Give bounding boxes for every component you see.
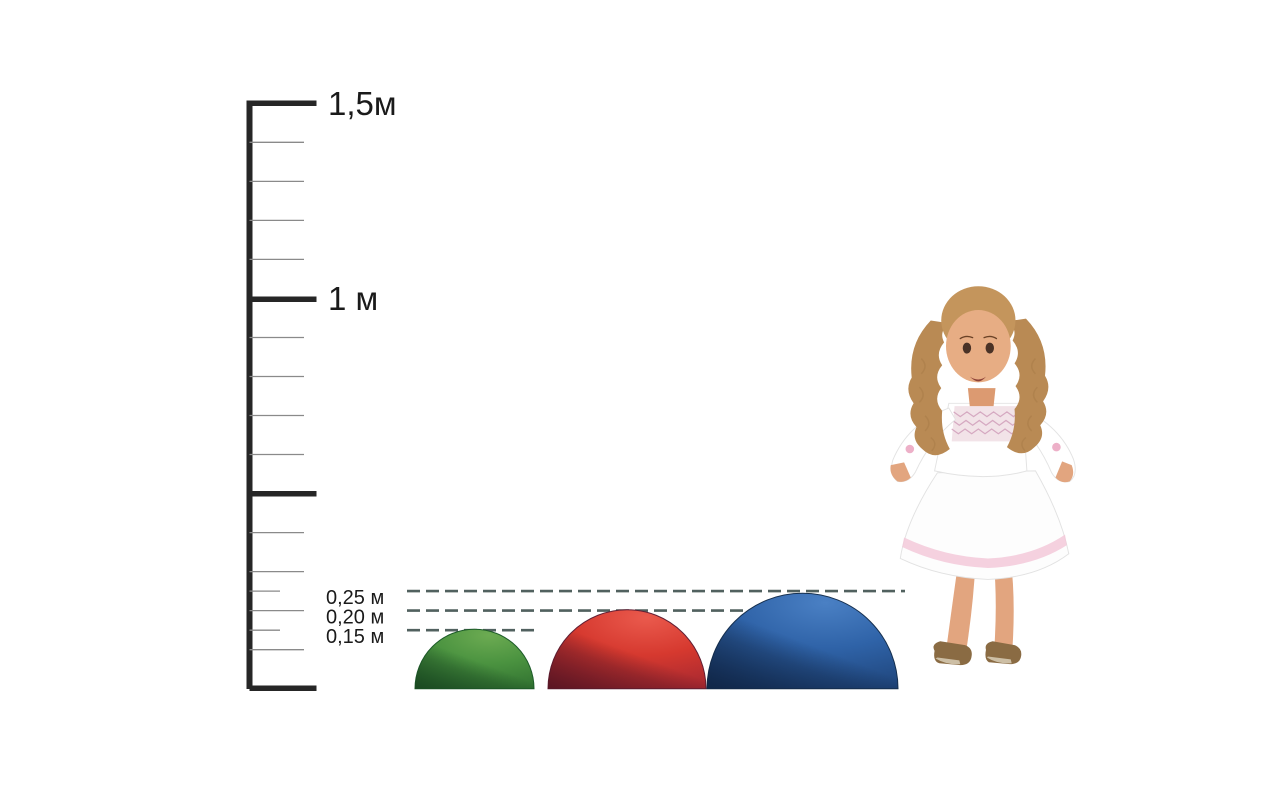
svg-text:1,5м: 1,5м xyxy=(328,85,397,122)
svg-text:0,15 м: 0,15 м xyxy=(326,626,384,648)
svg-text:1 м: 1 м xyxy=(328,280,378,317)
